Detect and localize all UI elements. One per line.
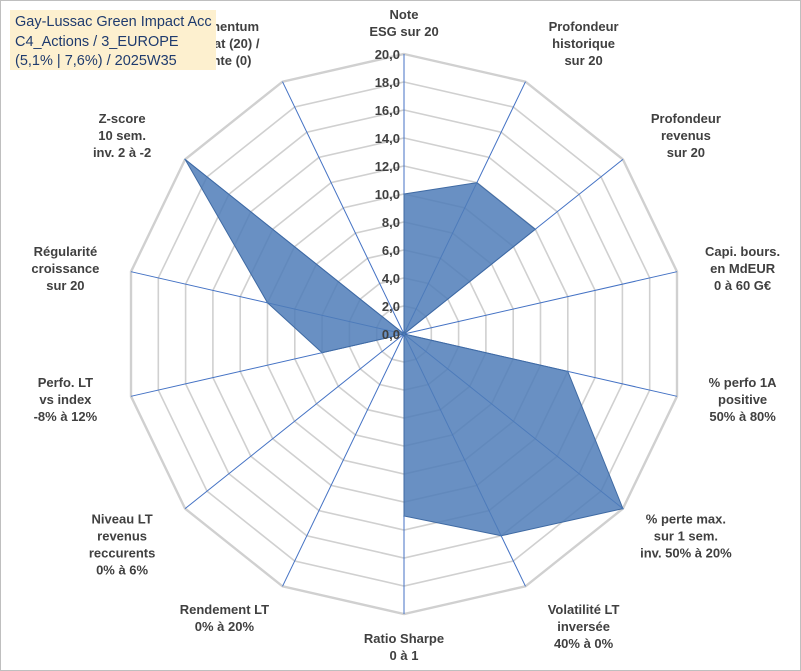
tick-layer: 0,0 2,0 4,0 6,0 8,0 10,0 12,0 14,0 16,0 18,0 20,0 — [375, 47, 400, 342]
category-label-9: Niveau LT revenus reccurents 0% à 6% — [89, 512, 155, 578]
tick-label-4: 8,0 — [382, 215, 400, 230]
category-label-1-line-2: sur 20 — [564, 53, 602, 68]
category-label-5-line-1: sur 1 sem. — [654, 529, 718, 544]
category-label-4-line-2: 50% à 80% — [709, 409, 776, 424]
tick-label-7: 14,0 — [375, 131, 400, 146]
chart-title-line-1: Gay-Lussac Green Impact Acc — [15, 14, 212, 30]
category-label-4-line-0: % perfo 1A — [709, 375, 778, 390]
category-label-8-line-1: 0% à 20% — [195, 619, 255, 634]
category-label-2-line-1: revenus — [661, 128, 711, 143]
spoke-3 — [403, 271, 678, 335]
category-label-10-line-2: -8% à 12% — [34, 409, 98, 424]
category-label-11-line-1: croissance — [31, 261, 99, 276]
category-label-2: Profondeur revenus sur 20 — [651, 111, 721, 160]
category-label-0-line-1: ESG sur 20 — [369, 24, 438, 39]
tick-label-8: 16,0 — [375, 103, 400, 118]
data-point-13 — [403, 333, 405, 335]
category-label-5-line-2: inv. 50% à 20% — [640, 546, 732, 561]
tick-label-3: 6,0 — [382, 243, 400, 258]
data-point-4 — [567, 370, 569, 373]
tick-label-1: 2,0 — [382, 299, 400, 314]
data-point-7 — [403, 515, 405, 517]
category-label-5: % perte max. sur 1 sem. inv. 50% à 20% — [640, 512, 732, 561]
data-point-5 — [622, 507, 624, 510]
category-label-12-line-0: Z-score — [99, 111, 146, 126]
category-label-9-line-2: reccurents — [89, 546, 155, 561]
spoke-8 — [282, 333, 405, 587]
category-label-10-line-1: vs index — [39, 392, 92, 407]
data-point-6 — [500, 535, 503, 537]
data-point-0 — [403, 193, 405, 195]
category-label-0-line-0: Note — [390, 7, 419, 22]
category-label-2-line-0: Profondeur — [651, 111, 721, 126]
category-label-12-line-1: 10 sem. — [98, 128, 146, 143]
category-label-0: Note ESG sur 20 — [369, 7, 438, 39]
category-label-6-line-2: 40% à 0% — [554, 636, 614, 651]
category-label-10: Perfo. LT vs index -8% à 12% — [34, 375, 98, 424]
category-label-4-line-1: positive — [718, 392, 767, 407]
tick-label-9: 18,0 — [375, 75, 400, 90]
category-label-4: % perfo 1A positive 50% à 80% — [709, 375, 778, 424]
category-label-3-line-1: en MdEUR — [710, 261, 776, 276]
tick-label-2: 4,0 — [382, 271, 400, 286]
tick-label-0: 0,0 — [382, 327, 400, 342]
category-label-9-line-3: 0% à 6% — [96, 563, 148, 578]
category-label-7: Ratio Sharpe 0 à 1 — [364, 631, 444, 663]
label-layer: Note ESG sur 20 Profondeur historique sur 20… — [31, 7, 780, 663]
category-label-10-line-0: Perfo. LT — [38, 375, 93, 390]
series-area — [184, 159, 624, 537]
category-label-9-line-1: revenus — [97, 529, 147, 544]
category-label-1: Profondeur historique sur 20 — [549, 19, 619, 68]
category-label-2-line-2: sur 20 — [667, 145, 705, 160]
chart-title-box: Gay-Lussac Green Impact Acc C4_Actions /… — [10, 10, 216, 70]
category-label-8: Rendement LT 0% à 20% — [180, 602, 269, 634]
tick-label-5: 10,0 — [375, 187, 400, 202]
data-point-12 — [184, 158, 186, 161]
chart-title-line-2: C4_Actions / 3_EUROPE — [15, 33, 179, 50]
tick-label-10: 20,0 — [375, 47, 400, 62]
category-label-11-line-2: sur 20 — [46, 278, 84, 293]
data-point-10 — [321, 351, 323, 354]
category-label-1-line-1: historique — [552, 36, 615, 51]
category-label-7-line-0: Ratio Sharpe — [364, 631, 444, 646]
data-point-2 — [534, 228, 537, 231]
category-label-8-line-0: Rendement LT — [180, 602, 269, 617]
data-point-1 — [476, 181, 478, 184]
tick-label-6: 12,0 — [375, 159, 400, 174]
category-label-12-line-2: inv. 2 à -2 — [93, 145, 151, 160]
chart-title-line-3: (5,1% | 7,6%) / 2025W35 — [15, 53, 177, 69]
category-label-6-line-1: inversée — [557, 619, 610, 634]
category-label-6: Volatilité LT inversée 40% à 0% — [548, 602, 620, 651]
category-label-11: Régularité croissance sur 20 — [31, 244, 99, 293]
category-label-3: Capi. bours. en MdEUR 0 à 60 G€ — [705, 244, 780, 293]
category-label-12: Z-score 10 sem. inv. 2 à -2 — [93, 111, 151, 160]
series-layer — [184, 158, 624, 537]
category-label-7-line-1: 0 à 1 — [390, 648, 419, 663]
category-label-9-line-0: Niveau LT — [92, 512, 153, 527]
category-label-5-line-0: % perte max. — [646, 512, 726, 527]
category-label-3-line-0: Capi. bours. — [705, 244, 780, 259]
spoke-9 — [184, 333, 405, 509]
spoke-13 — [282, 81, 405, 335]
category-label-11-line-0: Régularité — [34, 244, 98, 259]
category-label-1-line-0: Profondeur — [549, 19, 619, 34]
category-label-3-line-2: 0 à 60 G€ — [714, 278, 771, 293]
category-label-6-line-0: Volatilité LT — [548, 602, 620, 617]
data-point-11 — [266, 302, 269, 304]
